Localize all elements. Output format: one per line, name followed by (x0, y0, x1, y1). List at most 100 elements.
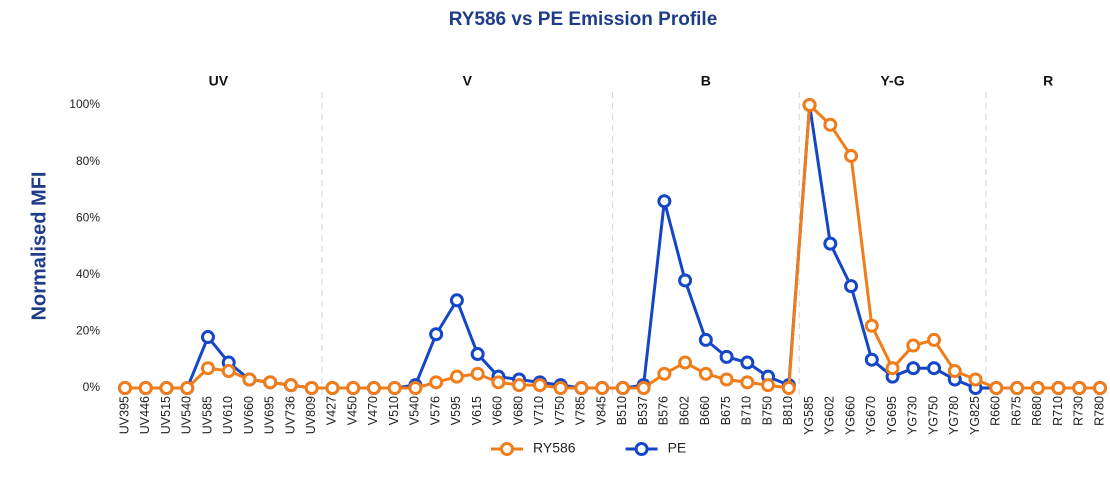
data-point (574, 381, 589, 395)
data-point (615, 381, 630, 395)
data-point (449, 369, 464, 384)
data-point (947, 364, 962, 379)
data-point (864, 352, 879, 367)
data-point (221, 364, 236, 379)
data-point (242, 372, 257, 387)
data-point (200, 361, 215, 376)
data-point (864, 318, 879, 333)
data-point (657, 194, 672, 209)
x-tick-label: V470 (366, 396, 380, 425)
x-tick-label: V750 (553, 396, 567, 425)
data-point (678, 355, 693, 370)
data-point (989, 381, 1004, 395)
data-point (927, 332, 942, 347)
x-tick-label: R660 (989, 396, 1003, 426)
data-point (802, 98, 817, 112)
data-point (304, 381, 319, 395)
group-label: V (463, 73, 473, 89)
chart-title: RY586 vs PE Emission Profile (449, 9, 718, 30)
x-tick-label: B510 (615, 396, 629, 425)
x-tick-label: UV809 (304, 396, 318, 434)
data-point (636, 381, 651, 395)
data-point (553, 381, 568, 395)
data-point (657, 366, 672, 381)
data-point (906, 338, 921, 353)
x-tick-label: B576 (657, 396, 671, 425)
x-tick-label: V540 (408, 396, 422, 425)
data-point (698, 366, 713, 381)
x-tick-label: V510 (387, 396, 401, 425)
data-point (470, 347, 485, 362)
data-point (1093, 381, 1107, 395)
legend-label: PE (668, 440, 687, 456)
x-tick-label: R730 (1072, 396, 1086, 426)
x-tick-label: UV540 (180, 396, 194, 434)
x-tick-label: UV736 (283, 396, 297, 434)
y-axis-title: Normalised MFI (28, 172, 50, 321)
x-tick-label: V576 (428, 396, 442, 425)
data-point (740, 355, 755, 370)
x-tick-label: B660 (698, 396, 712, 425)
legend-label: RY586 (533, 440, 576, 456)
data-point (512, 378, 527, 393)
data-point (366, 381, 381, 395)
data-point (138, 381, 153, 395)
x-tick-label: B810 (781, 396, 795, 425)
x-tick-label: YG585 (802, 396, 816, 435)
data-point (346, 381, 361, 395)
x-tick-label: B750 (760, 396, 774, 425)
data-point (885, 361, 900, 376)
y-tick-label: 20% (76, 324, 100, 338)
data-point (263, 375, 278, 390)
x-tick-label: UV395 (117, 396, 131, 434)
y-tick-label: 100% (69, 97, 100, 111)
data-point (180, 381, 195, 395)
x-tick-label: YG730 (906, 396, 920, 435)
x-tick-label: V427 (325, 396, 339, 425)
y-tick-label: 60% (76, 210, 100, 224)
data-point (698, 332, 713, 347)
group-label: R (1043, 73, 1053, 89)
data-point (719, 372, 734, 387)
x-tick-label: YG602 (823, 396, 837, 435)
x-tick-label: V710 (532, 396, 546, 425)
x-tick-label: YG780 (947, 396, 961, 435)
x-tick-label: UV446 (138, 396, 152, 434)
data-point (1072, 381, 1087, 395)
x-tick-label: YG750 (926, 396, 940, 435)
x-tick-label: V680 (511, 396, 525, 425)
data-point (740, 375, 755, 390)
data-point (429, 327, 444, 342)
data-point (844, 279, 859, 294)
data-point (283, 378, 298, 393)
x-tick-label: B710 (740, 396, 754, 425)
x-tick-label: UV610 (221, 396, 235, 434)
x-tick-label: YG825 (968, 396, 982, 435)
data-point (719, 349, 734, 364)
x-tick-label: V615 (470, 396, 484, 425)
data-point (781, 381, 796, 395)
group-label: UV (209, 73, 229, 89)
data-point (968, 372, 983, 387)
data-point (1030, 381, 1045, 395)
x-tick-label: V785 (574, 396, 588, 425)
data-point (678, 273, 693, 288)
data-point (906, 361, 921, 376)
x-tick-label: R780 (1092, 396, 1106, 426)
y-tick-label: 40% (76, 267, 100, 281)
y-tick-label: 0% (83, 380, 101, 394)
data-point (159, 381, 174, 395)
data-point (595, 381, 610, 395)
x-tick-label: UV515 (159, 396, 173, 434)
data-point (761, 378, 776, 393)
x-tick-label: B602 (677, 396, 691, 425)
x-tick-label: B537 (636, 396, 650, 425)
data-point (408, 381, 423, 395)
x-tick-label: R675 (1009, 396, 1023, 426)
x-tick-label: V845 (594, 396, 608, 425)
x-tick-label: V450 (345, 396, 359, 425)
x-tick-label: YG660 (843, 396, 857, 435)
x-tick-label: R680 (1030, 396, 1044, 426)
data-point (325, 381, 340, 395)
